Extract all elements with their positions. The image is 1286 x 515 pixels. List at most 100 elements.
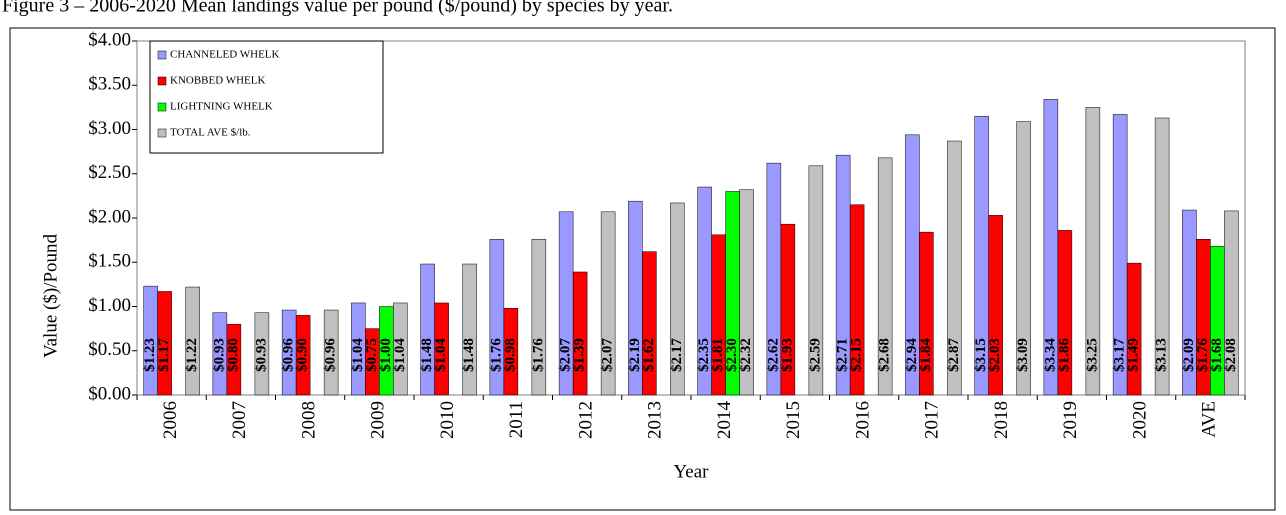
x-tick-label: 2014	[714, 401, 735, 440]
bar	[808, 165, 824, 396]
value-label: $1.04	[350, 338, 366, 372]
bar	[572, 271, 588, 396]
y-tick-label: $4.00	[88, 29, 131, 50]
bar	[919, 231, 934, 396]
value-label: $3.13	[1154, 338, 1170, 372]
value-label: $0.96	[281, 338, 297, 372]
value-label: $0.98	[502, 338, 518, 372]
legend-swatch	[157, 50, 167, 60]
y-tick-label: $1.00	[88, 295, 131, 316]
bar	[780, 223, 796, 396]
bar	[1154, 117, 1170, 396]
value-label: $0.93	[253, 338, 269, 372]
value-label: $1.76	[1195, 338, 1211, 372]
y-tick-label: $3.50	[88, 74, 131, 95]
value-label: $2.08	[1223, 338, 1239, 372]
value-label: $0.96	[323, 338, 339, 372]
x-tick-label: 2012	[575, 401, 596, 439]
y-tick-label: $2.00	[88, 206, 131, 227]
bar	[1016, 121, 1031, 396]
y-tick-label: $3.00	[88, 118, 131, 139]
bar	[503, 308, 519, 396]
value-label: $3.17	[1112, 338, 1128, 372]
bar	[226, 323, 242, 396]
value-label: $3.34	[1042, 338, 1058, 372]
value-label: $2.62	[765, 338, 781, 372]
bar	[1126, 262, 1142, 396]
value-label: $2.68	[877, 338, 893, 372]
value-label: $3.25	[1084, 338, 1100, 372]
bar	[295, 315, 311, 396]
legend-label: KNOBBED WHELK	[170, 75, 265, 87]
value-label: $3.15	[973, 338, 989, 372]
bar	[254, 312, 270, 396]
x-tick-label: 2020	[1129, 401, 1150, 439]
y-tick-label: $0.00	[88, 383, 131, 404]
x-tick-label: 2010	[437, 401, 458, 439]
value-label: $2.94	[904, 338, 920, 372]
value-label: $2.07	[600, 338, 616, 372]
bar	[739, 189, 754, 396]
value-label: $1.49	[1126, 338, 1142, 372]
x-tick-label: 2013	[645, 401, 666, 439]
bar	[323, 309, 339, 396]
legend-label: CHANNELED WHELK	[170, 49, 280, 61]
bar	[600, 211, 616, 396]
value-label: $1.48	[461, 338, 477, 372]
value-label: $1.76	[488, 338, 504, 372]
value-label: $2.19	[627, 338, 643, 372]
value-label: $2.59	[807, 338, 823, 372]
bar	[434, 302, 449, 396]
bar	[849, 204, 865, 396]
value-label: $1.68	[1209, 338, 1225, 372]
value-label: $1.04	[433, 338, 449, 372]
bar	[670, 202, 685, 396]
x-tick-label: 2018	[991, 401, 1012, 439]
legend-label: TOTAL AVE $/lb.	[170, 127, 251, 139]
x-tick-label: 2019	[1060, 401, 1081, 439]
value-label: $2.09	[1181, 338, 1197, 372]
x-tick-label: 2006	[160, 401, 181, 439]
bar	[393, 302, 408, 396]
y-tick-label: $2.50	[88, 162, 131, 183]
value-label: $1.93	[779, 338, 795, 372]
x-tick-label: 2009	[368, 401, 389, 439]
value-label: $2.87	[946, 338, 962, 372]
value-label: $2.30	[724, 338, 740, 372]
x-tick-label: 2011	[506, 401, 527, 438]
legend-swatch	[157, 128, 167, 138]
value-label: $0.75	[364, 338, 380, 372]
bar	[988, 215, 1003, 396]
x-tick-label: 2007	[229, 401, 250, 439]
bar	[420, 263, 435, 396]
value-label: $1.17	[156, 338, 172, 372]
value-label: $2.03	[987, 338, 1003, 372]
bar	[642, 251, 657, 396]
value-label: $1.76	[530, 338, 546, 372]
bar	[531, 238, 547, 396]
bar	[1085, 107, 1101, 396]
value-label: $1.86	[1056, 338, 1072, 372]
value-label: $1.04	[392, 338, 408, 372]
legend	[149, 40, 384, 154]
value-label: $0.90	[295, 338, 311, 372]
value-label: $2.32	[738, 338, 754, 372]
bar	[185, 286, 200, 396]
value-label: $2.17	[669, 338, 685, 372]
y-axis-title: Value ($)/Pound	[40, 233, 61, 358]
legend-label: LIGHTNING WHELK	[170, 101, 273, 113]
bar	[1112, 114, 1128, 396]
x-tick-label: 2016	[852, 401, 873, 439]
value-label: $2.71	[835, 338, 851, 372]
value-label: $0.93	[211, 338, 227, 372]
y-tick-label: $0.50	[88, 339, 131, 360]
value-label: $1.81	[710, 338, 726, 372]
x-tick-label: 2015	[783, 401, 804, 439]
value-label: $1.84	[918, 338, 934, 372]
x-axis-title: Year	[673, 461, 709, 482]
value-label: $1.39	[572, 338, 588, 372]
legend-swatch	[157, 102, 167, 112]
value-label: $1.62	[641, 338, 657, 372]
value-label: $0.80	[225, 338, 241, 372]
